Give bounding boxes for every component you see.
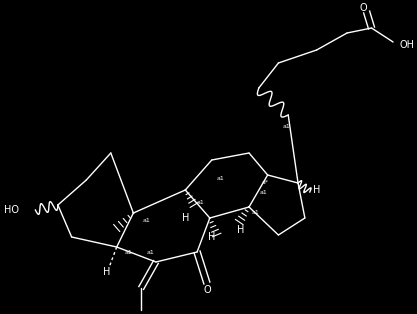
Text: HO: HO (4, 205, 19, 215)
Text: OH: OH (400, 40, 415, 50)
Text: a1: a1 (142, 218, 150, 223)
Text: a1: a1 (252, 210, 260, 215)
Text: H: H (208, 232, 216, 242)
Text: a1: a1 (282, 123, 290, 128)
Text: H: H (182, 213, 189, 223)
Text: H: H (103, 267, 111, 277)
Text: a1: a1 (217, 176, 224, 181)
Text: a1: a1 (197, 201, 205, 205)
Text: a1: a1 (260, 191, 268, 196)
Text: H: H (238, 225, 245, 235)
Text: O: O (360, 3, 367, 13)
Text: a*: a* (261, 181, 268, 186)
Text: H: H (313, 185, 320, 195)
Text: a1: a1 (125, 250, 132, 255)
Text: O: O (203, 285, 211, 295)
Text: a1: a1 (146, 250, 154, 255)
